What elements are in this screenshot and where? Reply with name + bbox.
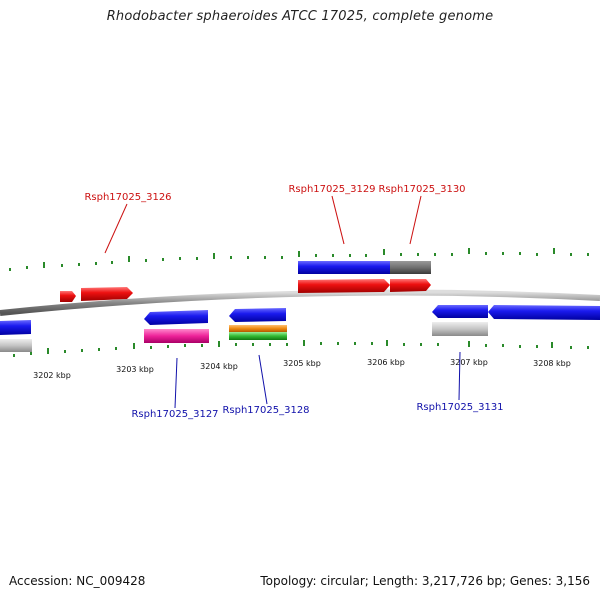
- genome-summary-text: Topology: circular; Length: 3,217,726 bp…: [260, 574, 590, 588]
- gene-label-3127[interactable]: Rsph17025_3127: [131, 409, 218, 420]
- gene-label-3130[interactable]: Rsph17025_3130: [378, 184, 465, 195]
- gene-bar-3129-blue[interactable]: [298, 261, 390, 274]
- accession-text: Accession: NC_009428: [9, 574, 146, 588]
- kbp-label-3208: 3208 kbp: [533, 359, 571, 368]
- kbp-label-3205: 3205 kbp: [283, 359, 321, 368]
- gene-bar-3131-gray[interactable]: [432, 322, 488, 336]
- gene-label-3126[interactable]: Rsph17025_3126: [84, 192, 171, 203]
- gene-label-3128[interactable]: Rsph17025_3128: [222, 405, 309, 416]
- kbp-label-3202: 3202 kbp: [33, 371, 71, 380]
- upper-ticks: [9, 248, 589, 271]
- gene-arrow-3131[interactable]: [432, 305, 488, 318]
- gene-bar-3128-green[interactable]: [229, 332, 287, 340]
- gene-arrow-left-edge[interactable]: [0, 320, 31, 335]
- upper-features: [60, 261, 431, 302]
- gene-label-3131[interactable]: Rsph17025_3131: [416, 402, 503, 413]
- gene-bar-3128-orange[interactable]: [229, 325, 287, 332]
- gene-label-3129[interactable]: Rsph17025_3129: [288, 184, 375, 195]
- gene-bar-3130-gray[interactable]: [390, 261, 431, 274]
- gene-arrow-3128[interactable]: [229, 308, 286, 322]
- gene-arrow-3129[interactable]: [298, 279, 390, 293]
- lower-features: [0, 305, 600, 352]
- map-title: Rhodobacter sphaeroides ATCC 17025, comp…: [106, 9, 494, 24]
- genome-backbone: [0, 289, 600, 316]
- gene-arrow-3130[interactable]: [390, 279, 431, 292]
- gene-bar-3127-magenta[interactable]: [144, 329, 209, 343]
- gene-bar-left-gray[interactable]: [0, 339, 32, 352]
- gene-arrow-3126[interactable]: [81, 287, 133, 301]
- gene-arrow-right-edge[interactable]: [488, 305, 600, 320]
- gene-arrow-small-red[interactable]: [60, 291, 76, 302]
- kbp-label-3204: 3204 kbp: [200, 362, 238, 371]
- lower-ticks: [13, 340, 589, 357]
- kbp-label-3207: 3207 kbp: [450, 358, 488, 367]
- kbp-label-3206: 3206 kbp: [367, 358, 405, 367]
- gene-arrow-3127[interactable]: [144, 310, 208, 325]
- leader-lines: [104, 195, 461, 409]
- kbp-label-3203: 3203 kbp: [116, 365, 154, 374]
